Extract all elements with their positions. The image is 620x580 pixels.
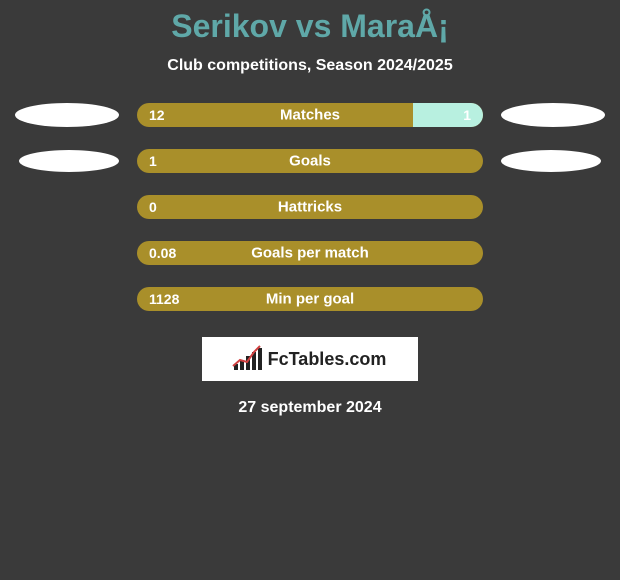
spacer <box>501 253 605 254</box>
stat-bar: 12 1 Matches <box>137 103 483 127</box>
stat-left-value: 0 <box>149 199 157 215</box>
stat-label: Goals per match <box>251 245 369 262</box>
stat-rows: 12 1 Matches 1 Goals 0 Hattricks 0.08 Goals per … <box>0 103 620 311</box>
stat-bar-right-segment <box>413 103 483 127</box>
brand-logo[interactable]: FcTables.com <box>202 337 418 381</box>
stat-left-value: 0.08 <box>149 245 176 261</box>
right-indicator-ellipse <box>501 103 605 127</box>
stat-row: 1 Goals <box>0 149 620 173</box>
stat-left-value: 12 <box>149 107 165 123</box>
stat-row: 0 Hattricks <box>0 195 620 219</box>
left-indicator-ellipse <box>15 103 119 127</box>
stat-label: Min per goal <box>266 291 354 308</box>
stat-bar: 0.08 Goals per match <box>137 241 483 265</box>
stat-row: 0.08 Goals per match <box>0 241 620 265</box>
spacer <box>501 207 605 208</box>
page-title: Serikov vs MaraÅ¡ <box>0 8 620 45</box>
comparison-widget: Serikov vs MaraÅ¡ Club competitions, Sea… <box>0 0 620 417</box>
date-label: 27 september 2024 <box>0 399 620 417</box>
stat-bar: 1 Goals <box>137 149 483 173</box>
stat-row: 1128 Min per goal <box>0 287 620 311</box>
subtitle: Club competitions, Season 2024/2025 <box>0 57 620 75</box>
spacer <box>15 207 119 208</box>
spacer <box>501 299 605 300</box>
spacer <box>15 253 119 254</box>
right-indicator-ellipse <box>501 150 601 172</box>
stat-label: Hattricks <box>278 199 342 216</box>
stat-left-value: 1128 <box>149 291 179 307</box>
stat-label: Matches <box>280 107 340 124</box>
stat-label: Goals <box>289 153 331 170</box>
left-indicator-ellipse <box>19 150 119 172</box>
spacer <box>15 299 119 300</box>
brand-text: FcTables.com <box>268 349 387 370</box>
stat-bar: 0 Hattricks <box>137 195 483 219</box>
stat-bar: 1128 Min per goal <box>137 287 483 311</box>
stat-left-value: 1 <box>149 153 157 169</box>
stat-right-value: 1 <box>463 107 471 123</box>
stat-row: 12 1 Matches <box>0 103 620 127</box>
chart-icon <box>234 348 262 370</box>
